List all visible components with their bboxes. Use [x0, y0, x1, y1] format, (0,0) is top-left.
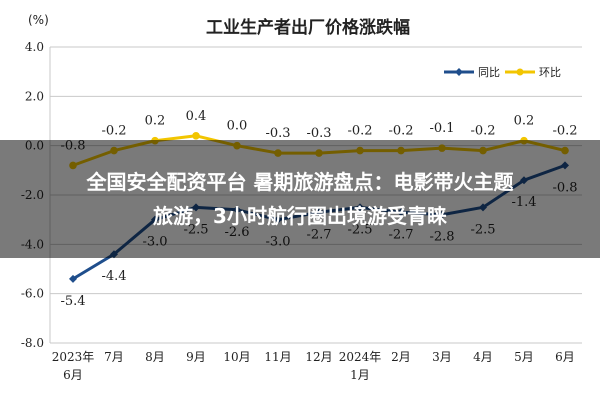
x-tick-label: 5月	[514, 350, 534, 364]
x-tick-label: 11月	[264, 350, 291, 364]
data-label-mom: -0.2	[388, 124, 413, 139]
x-tick-label: 6月	[555, 350, 575, 364]
headline-line-1: 全国安全配资平台 暑期旅游盘点：电影带火主题	[86, 170, 514, 194]
y-tick-label: 2.0	[25, 89, 44, 103]
headline-line-2: 旅游，3小时航行圈出境游受青睐	[153, 204, 447, 228]
data-label-mom: -0.3	[265, 126, 290, 141]
chart-title: 工业生产者出厂价格涨跌幅	[206, 17, 410, 38]
legend: 同比 环比	[444, 66, 561, 79]
x-tick-label: 7月	[104, 350, 124, 364]
x-tick-label: 12月	[305, 350, 332, 364]
data-label-mom: 0.2	[514, 114, 535, 129]
y-tick-label: -6.0	[21, 287, 44, 301]
data-label-mom: -0.2	[347, 124, 372, 139]
data-point-mom	[192, 132, 200, 140]
data-point-yoy	[69, 274, 77, 283]
y-tick-label: -8.0	[21, 336, 44, 350]
x-tick-label: 2023年	[52, 350, 95, 364]
legend-label-yoy: 同比	[478, 66, 500, 79]
x-tick-label: 10月	[223, 350, 250, 364]
legend-marker-yoy	[455, 68, 463, 76]
x-tick-label: 9月	[186, 350, 206, 364]
legend-label-mom: 环比	[539, 66, 561, 79]
x-tick-label: 4月	[473, 350, 493, 364]
data-label-yoy: -4.4	[101, 269, 126, 284]
data-label-mom: -0.2	[552, 124, 577, 139]
data-label-mom: 0.4	[186, 109, 207, 124]
data-label-mom: -0.2	[101, 124, 126, 139]
data-label-mom: -0.3	[306, 126, 331, 141]
y-axis-unit: (%)	[28, 13, 49, 27]
x-tick-label: 3月	[432, 350, 452, 364]
x-tick-label: 1月	[350, 368, 370, 382]
x-tick-label: 8月	[145, 350, 165, 364]
data-label-yoy: -5.4	[60, 294, 85, 309]
headline-text[interactable]: 全国安全配资平台 暑期旅游盘点：电影带火主题 旅游，3小时航行圈出境游受青睐	[0, 140, 600, 258]
y-tick-label: 4.0	[25, 40, 44, 54]
data-label-mom: -0.2	[470, 124, 495, 139]
x-tick-label: 6月	[63, 368, 83, 382]
data-label-mom: -0.1	[429, 121, 454, 136]
data-label-mom: 0.0	[227, 119, 248, 134]
legend-marker-mom	[516, 68, 524, 76]
data-label-mom: 0.2	[145, 114, 166, 129]
x-tick-label: 2月	[391, 350, 411, 364]
x-tick-label: 2024年	[339, 350, 382, 364]
x-tick-labels: 2023年 6月 7月 8月 9月 10月 11月 12月 2024年 1月 2月 3月 4月 5月 6月	[52, 350, 575, 382]
headline-banner	[0, 140, 600, 258]
